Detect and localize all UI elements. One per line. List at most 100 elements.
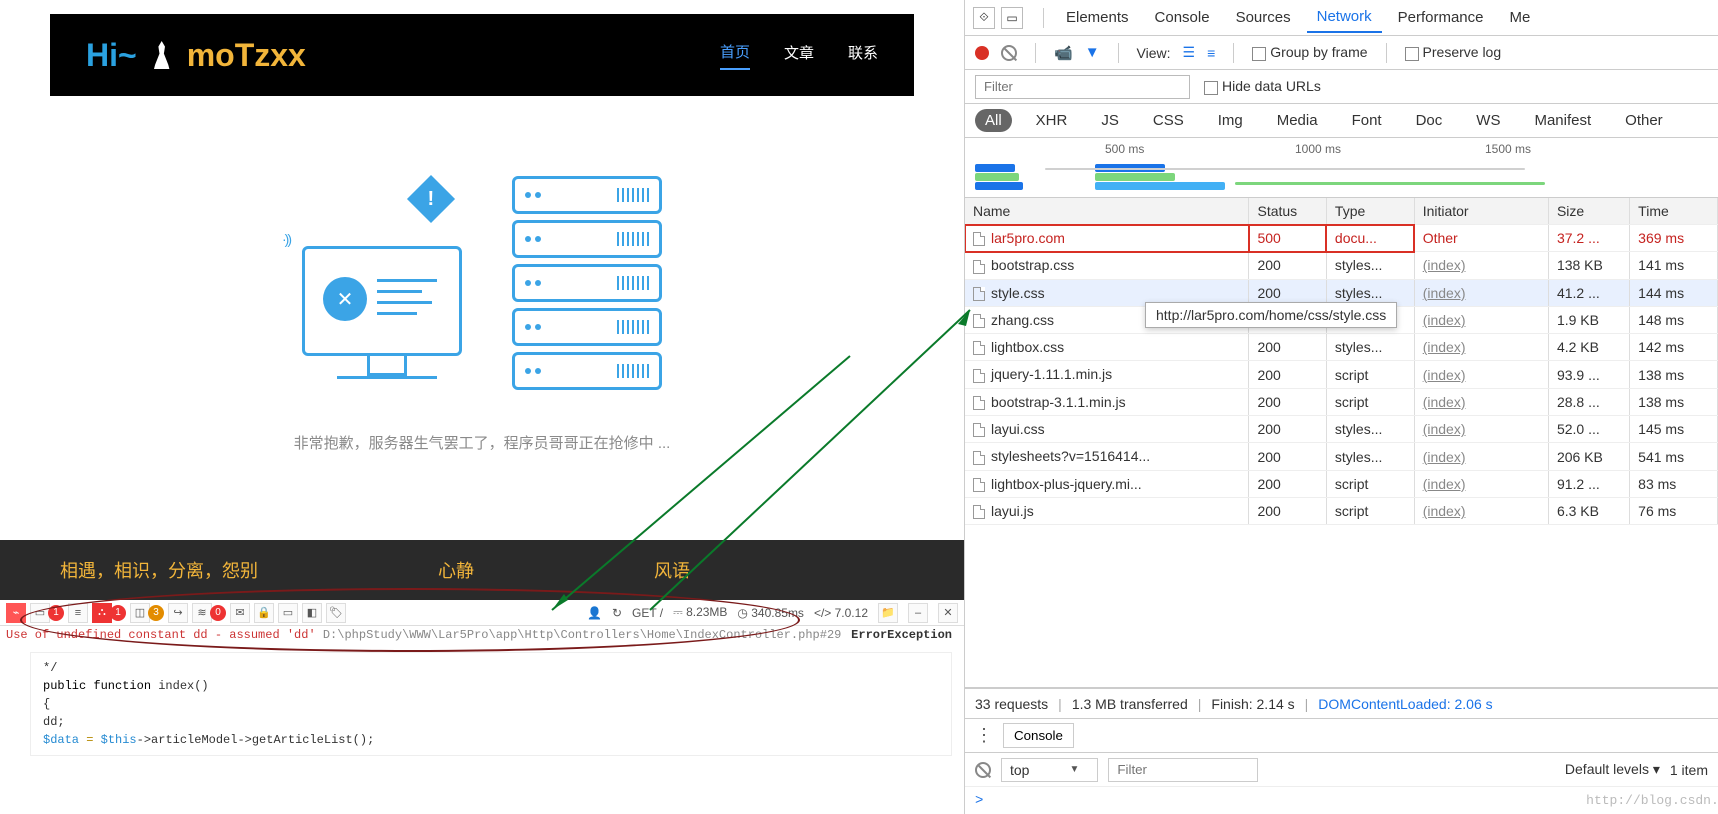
footer-tab-3[interactable]: 风语 bbox=[654, 557, 690, 583]
debugbar: ⌁ ▭1 ≡ ⛬1 ◫3 ↪ ≋0 ✉ 🔒 ▭ ◧ 🏷 👤 ↻ GET / ⎓ … bbox=[0, 600, 964, 626]
file-icon bbox=[973, 260, 985, 274]
network-row[interactable]: lightbox-plus-jquery.mi...200script(inde… bbox=[965, 470, 1718, 497]
monitor-icon: ✕ bbox=[302, 246, 472, 396]
network-filter-input[interactable] bbox=[975, 75, 1190, 99]
console-prompt[interactable]: > http://blog.csdn.net/u011415782 bbox=[965, 786, 1718, 814]
user-icon[interactable]: 👤 bbox=[587, 606, 602, 620]
device-toolbar-icon[interactable]: ▭ bbox=[1001, 7, 1023, 29]
col-type[interactable]: Type bbox=[1326, 198, 1414, 225]
folder-icon[interactable]: 📁 bbox=[878, 603, 898, 623]
col-size[interactable]: Size bbox=[1548, 198, 1629, 225]
site-logo[interactable]: Hi~ moTzxx bbox=[86, 37, 306, 74]
browser-viewport: Hi~ moTzxx 首页 文章 联系 ! ·)) ✕ bbox=[0, 0, 964, 814]
messages-icon[interactable]: ▭ bbox=[30, 603, 50, 623]
gate-icon[interactable]: ▭ bbox=[278, 603, 298, 623]
type-xhr[interactable]: XHR bbox=[1026, 109, 1078, 132]
type-media[interactable]: Media bbox=[1267, 109, 1328, 132]
type-all[interactable]: All bbox=[975, 109, 1012, 132]
col-time[interactable]: Time bbox=[1630, 198, 1718, 225]
type-img[interactable]: Img bbox=[1208, 109, 1253, 132]
error-text: Use of undefined constant dd - assumed '… bbox=[6, 628, 316, 642]
tab-elements[interactable]: Elements bbox=[1056, 3, 1139, 32]
file-icon bbox=[973, 396, 985, 410]
type-font[interactable]: Font bbox=[1342, 109, 1392, 132]
tab-memory[interactable]: Me bbox=[1500, 3, 1541, 32]
col-name[interactable]: Name bbox=[965, 198, 1249, 225]
requests-count: 33 requests bbox=[975, 696, 1048, 712]
debugbar-logo-icon[interactable]: ⌁ bbox=[6, 603, 26, 623]
large-rows-icon[interactable]: ☰ bbox=[1183, 44, 1196, 61]
code-line: dd; bbox=[43, 713, 939, 731]
network-type-filter: All XHR JS CSS Img Media Font Doc WS Man… bbox=[965, 104, 1718, 138]
reload-icon[interactable]: ↻ bbox=[612, 606, 622, 620]
log-levels-selector[interactable]: Default levels ▾ bbox=[1565, 761, 1660, 778]
tab-sources[interactable]: Sources bbox=[1226, 3, 1301, 32]
console-drawer-tab[interactable]: Console bbox=[1003, 723, 1074, 748]
drawer-menu-icon[interactable]: ⋮ bbox=[975, 725, 993, 746]
clear-console-button[interactable] bbox=[975, 762, 991, 778]
network-filter-bar: Hide data URLs bbox=[965, 70, 1718, 104]
debug-error-line[interactable]: Use of undefined constant dd - assumed '… bbox=[6, 628, 841, 642]
request-icon[interactable]: 🏷 bbox=[326, 603, 346, 623]
tab-network[interactable]: Network bbox=[1307, 2, 1382, 33]
clear-button[interactable] bbox=[1001, 45, 1017, 61]
timeline-icon[interactable]: ≡ bbox=[68, 603, 88, 623]
console-filter-input[interactable] bbox=[1108, 758, 1258, 782]
type-manifest[interactable]: Manifest bbox=[1524, 109, 1601, 132]
network-row[interactable]: jquery-1.11.1.min.js200script(index)93.9… bbox=[965, 361, 1718, 388]
auth-icon[interactable]: 🔒 bbox=[254, 603, 274, 623]
inspect-element-icon[interactable]: ⟐ bbox=[973, 7, 995, 29]
minimize-icon[interactable]: – bbox=[908, 603, 928, 623]
code-snippet: */ public function index() { dd; $data =… bbox=[30, 652, 952, 756]
col-status[interactable]: Status bbox=[1249, 198, 1326, 225]
record-button[interactable] bbox=[975, 46, 989, 60]
tab-console[interactable]: Console bbox=[1145, 3, 1220, 32]
exceptions-count: 1 bbox=[110, 605, 126, 621]
error-path: D:\phpStudy\WWW\Lar5Pro\app\Http\Control… bbox=[323, 628, 841, 642]
type-other[interactable]: Other bbox=[1615, 109, 1673, 132]
overview-icon[interactable]: ≡ bbox=[1207, 45, 1215, 61]
type-ws[interactable]: WS bbox=[1466, 109, 1510, 132]
footer-tab-1[interactable]: 相遇，相识，分离，怨别 bbox=[60, 557, 258, 583]
error-illustration: ! ·)) ✕ bbox=[302, 186, 662, 396]
nav-home[interactable]: 首页 bbox=[720, 41, 750, 70]
col-initiator[interactable]: Initiator bbox=[1414, 198, 1548, 225]
type-css[interactable]: CSS bbox=[1143, 109, 1194, 132]
network-toolbar: 📹 ▼ View: ☰ ≡ Group by frame Preserve lo… bbox=[965, 36, 1718, 70]
route-icon[interactable]: ↪ bbox=[168, 603, 188, 623]
network-row[interactable]: lar5pro.com500docu...Other37.2 ...369 ms bbox=[965, 225, 1718, 252]
queries-icon[interactable]: ≋ bbox=[192, 603, 212, 623]
logo-brand-text: moTzxx bbox=[187, 37, 306, 74]
hide-data-urls-checkbox[interactable]: Hide data URLs bbox=[1204, 78, 1321, 94]
screenshot-icon[interactable]: 📹 bbox=[1054, 44, 1073, 62]
filter-toggle-icon[interactable]: ▼ bbox=[1085, 44, 1100, 61]
session-icon[interactable]: ◧ bbox=[302, 603, 322, 623]
network-timeline[interactable]: 500 ms 1000 ms 1500 ms bbox=[965, 138, 1718, 198]
file-icon bbox=[973, 287, 985, 301]
watermark-text: http://blog.csdn.net/u011415782 bbox=[1586, 793, 1718, 808]
mail-icon[interactable]: ✉ bbox=[230, 603, 250, 623]
nav-contact[interactable]: 联系 bbox=[848, 42, 878, 69]
context-selector[interactable]: top ▼ bbox=[1001, 758, 1098, 782]
nav-articles[interactable]: 文章 bbox=[784, 42, 814, 69]
footer-tab-2[interactable]: 心静 bbox=[438, 557, 474, 583]
network-row[interactable]: layui.js200script(index)6.3 KB76 ms bbox=[965, 497, 1718, 524]
network-row[interactable]: lightbox.css200styles...(index)4.2 KB142… bbox=[965, 334, 1718, 361]
views-icon[interactable]: ◫ bbox=[130, 603, 150, 623]
code-line: */ bbox=[43, 659, 939, 677]
close-icon[interactable]: ✕ bbox=[938, 603, 958, 623]
type-js[interactable]: JS bbox=[1091, 109, 1129, 132]
timeline-mark-1500: 1500 ms bbox=[1485, 142, 1531, 156]
devtools-panel: ⟐ ▭ Elements Console Sources Network Per… bbox=[964, 0, 1718, 814]
network-row[interactable]: bootstrap-3.1.1.min.js200script(index)28… bbox=[965, 388, 1718, 415]
exceptions-icon[interactable]: ⛬ bbox=[92, 603, 112, 623]
tab-performance[interactable]: Performance bbox=[1388, 3, 1494, 32]
preserve-log-checkbox[interactable]: Preserve log bbox=[1405, 44, 1502, 60]
footer-tabs: 相遇，相识，分离，怨别 心静 风语 bbox=[0, 540, 964, 600]
network-row[interactable]: bootstrap.css200styles...(index)138 KB14… bbox=[965, 252, 1718, 279]
group-by-frame-checkbox[interactable]: Group by frame bbox=[1252, 44, 1367, 60]
error-message-text: 非常抱歉，服务器生气罢工了，程序员哥哥正在抢修中 ... bbox=[0, 432, 964, 453]
type-doc[interactable]: Doc bbox=[1406, 109, 1453, 132]
network-row[interactable]: layui.css200styles...(index)52.0 ...145 … bbox=[965, 416, 1718, 443]
network-row[interactable]: stylesheets?v=1516414...200styles...(ind… bbox=[965, 443, 1718, 470]
